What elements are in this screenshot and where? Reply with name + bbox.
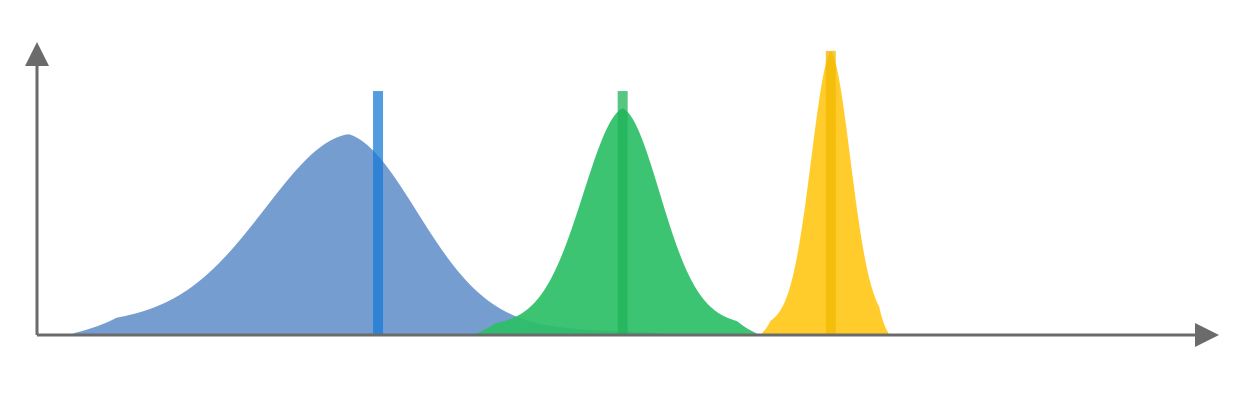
series-2-area — [472, 108, 761, 335]
series-3-marker — [825, 50, 836, 336]
series-1-marker — [373, 91, 384, 335]
series-3-area — [760, 50, 890, 336]
series-2-marker — [617, 91, 628, 335]
axis-layer — [25, 42, 1219, 347]
series-layer — [66, 50, 890, 336]
